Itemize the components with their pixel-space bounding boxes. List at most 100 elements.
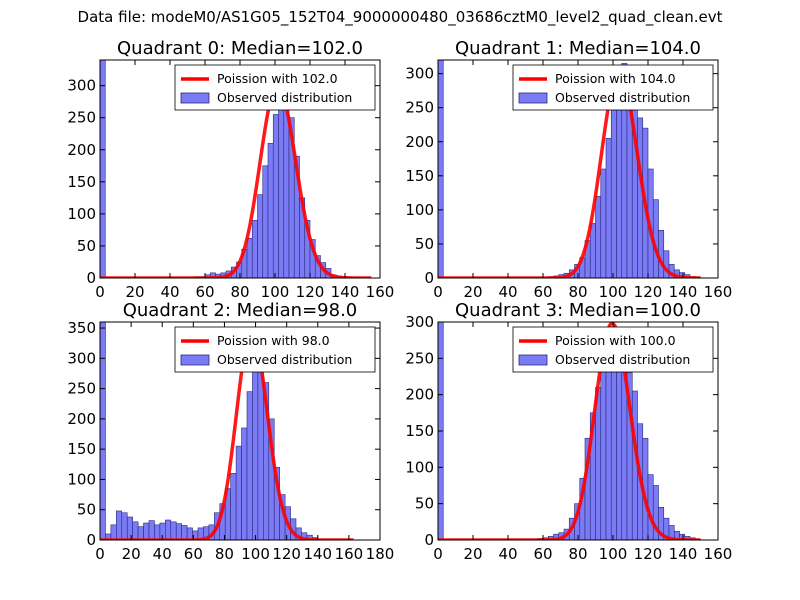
- histogram-bar: [283, 109, 290, 278]
- x-tick-label: 100: [599, 283, 628, 301]
- y-tick-label: 250: [67, 109, 96, 127]
- histogram-bar: [600, 168, 607, 278]
- histogram-bar: [137, 526, 144, 540]
- x-tick-label: 40: [498, 545, 517, 563]
- histogram-bar: [251, 219, 258, 278]
- x-tick-label: 40: [153, 545, 172, 563]
- histogram-bar: [600, 365, 607, 540]
- x-tick-label: 60: [533, 283, 552, 301]
- y-tick-label: 350: [67, 319, 96, 337]
- y-tick-label: 50: [415, 235, 434, 253]
- subplot-quadrant-0: 0 20 40 60 80 100 120 140 160 0 50 100 150 200 250 300 Q…: [67, 38, 394, 301]
- x-tick-label: 60: [533, 545, 552, 563]
- histogram-bar: [595, 195, 602, 278]
- histogram-bar: [605, 138, 612, 278]
- y-tick-label: 300: [67, 77, 96, 95]
- histogram-bar: [278, 104, 285, 278]
- x-tick-label: 120: [296, 283, 325, 301]
- x-tick-label: 20: [125, 283, 144, 301]
- histogram-bar: [257, 194, 264, 278]
- subplot-quadrant-3: 0 20 40 60 80 100 120 140 160 0 50 100 150 200 250 300 Q…: [405, 300, 732, 563]
- x-tick-label: 0: [433, 283, 443, 301]
- poisson-curve: [438, 70, 701, 278]
- histogram-bar: [126, 516, 133, 540]
- y-tick-label: 200: [405, 133, 434, 151]
- x-tick-label: 20: [463, 545, 482, 563]
- histogram-bar: [186, 527, 193, 540]
- histogram-bar: [170, 521, 177, 540]
- y-tick-label: 0: [86, 531, 96, 549]
- legend-line-label: Poission with 104.0: [555, 71, 676, 86]
- y-tick-label: 100: [67, 470, 96, 488]
- legend-bar-label: Observed distribution: [217, 90, 352, 105]
- x-tick-label: 0: [433, 545, 443, 563]
- x-tick-label: 80: [215, 545, 234, 563]
- y-tick-label: 100: [405, 201, 434, 219]
- histogram-bar: [154, 524, 161, 540]
- x-tick-label: 120: [272, 545, 301, 563]
- histogram-bar: [100, 322, 106, 540]
- poisson-curve: [100, 83, 372, 278]
- legend-bar-label: Observed distribution: [555, 90, 690, 105]
- subplot-quadrant-1: 0 20 40 60 80 100 120 140 160 0 50 100 150 200 250 300 Q…: [405, 38, 732, 301]
- histogram-bar: [262, 165, 269, 278]
- x-tick-label: 0: [95, 283, 105, 301]
- x-tick-label: 160: [335, 545, 364, 563]
- x-tick-label: 100: [599, 545, 628, 563]
- plot-area: [438, 322, 701, 540]
- legend-bar-swatch: [518, 92, 548, 104]
- y-tick-label: 0: [424, 531, 434, 549]
- y-tick-label: 50: [415, 495, 434, 513]
- x-tick-label: 80: [568, 545, 587, 563]
- legend-bar-label: Observed distribution: [217, 352, 352, 367]
- axes-frame: [99, 321, 381, 541]
- poisson-curve: [438, 322, 701, 540]
- histogram-bar: [616, 350, 623, 540]
- x-tick-label: 140: [331, 283, 360, 301]
- histogram-bar: [110, 524, 117, 540]
- histogram-bar: [241, 427, 248, 540]
- y-tick-label: 150: [67, 440, 96, 458]
- x-tick-label: 160: [366, 283, 395, 301]
- histogram-bar: [637, 117, 644, 278]
- x-tick-label: 140: [669, 545, 698, 563]
- x-tick-label: 180: [366, 545, 395, 563]
- y-tick-label: 200: [67, 410, 96, 428]
- y-tick-label: 250: [67, 380, 96, 398]
- histogram-bar: [143, 522, 150, 540]
- x-tick-label: 80: [568, 283, 587, 301]
- legend-bar-swatch: [518, 354, 548, 366]
- y-tick-label: 200: [405, 386, 434, 404]
- x-tick-label: 60: [195, 283, 214, 301]
- y-tick-label: 200: [67, 141, 96, 159]
- y-tick-label: 100: [67, 205, 96, 223]
- x-tick-label: 40: [498, 283, 517, 301]
- histogram-bar: [230, 473, 237, 540]
- histogram-bar: [175, 523, 182, 540]
- legend-line-label: Poission with 100.0: [555, 333, 676, 348]
- x-tick-label: 160: [704, 283, 733, 301]
- histogram-bar: [148, 520, 155, 540]
- y-tick-label: 250: [405, 349, 434, 367]
- subplot-title: Quadrant 1: Median=104.0: [455, 38, 701, 59]
- plot-area: [100, 60, 372, 278]
- x-tick-label: 100: [261, 283, 290, 301]
- figure-suptitle: Data file: modeM0/AS1G05_152T04_90000004…: [77, 8, 723, 26]
- histogram-bar: [246, 391, 253, 540]
- x-tick-label: 80: [230, 283, 249, 301]
- x-tick-label: 140: [303, 545, 332, 563]
- y-tick-label: 300: [405, 313, 434, 331]
- histogram-bar: [438, 60, 444, 278]
- subplot-title: Quadrant 3: Median=100.0: [455, 300, 701, 321]
- legend: Poission with 98.0 Observed distribution: [174, 326, 376, 373]
- legend-line-label: Poission with 102.0: [217, 71, 338, 86]
- histogram-bar: [663, 250, 670, 278]
- legend-bar-swatch: [180, 354, 210, 366]
- histogram-bar: [610, 100, 617, 278]
- histogram-bar: [235, 445, 242, 540]
- subplot-title: Quadrant 2: Median=98.0: [123, 300, 358, 321]
- x-tick-label: 0: [95, 545, 105, 563]
- y-tick-label: 150: [405, 422, 434, 440]
- histogram-bar: [267, 143, 274, 278]
- histogram-bar: [165, 519, 172, 540]
